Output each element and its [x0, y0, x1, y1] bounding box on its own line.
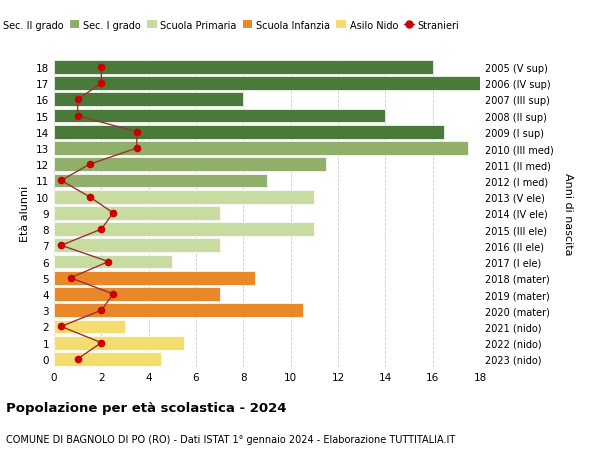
Bar	[54, 126, 445, 140]
Bar	[54, 304, 302, 318]
Y-axis label: Età alunni: Età alunni	[20, 185, 31, 241]
Bar	[54, 142, 468, 156]
Bar	[54, 93, 244, 107]
Bar	[54, 190, 314, 204]
Bar	[54, 61, 433, 75]
Bar	[54, 320, 125, 334]
Bar	[54, 109, 385, 123]
Text: Popolazione per età scolastica - 2024: Popolazione per età scolastica - 2024	[6, 402, 287, 414]
Text: COMUNE DI BAGNOLO DI PO (RO) - Dati ISTAT 1° gennaio 2024 - Elaborazione TUTTITA: COMUNE DI BAGNOLO DI PO (RO) - Dati ISTA…	[6, 434, 455, 444]
Bar	[54, 158, 326, 172]
Y-axis label: Anni di nascita: Anni di nascita	[563, 172, 573, 255]
Bar	[54, 223, 314, 236]
Bar	[54, 239, 220, 253]
Bar	[54, 77, 492, 91]
Bar	[54, 336, 184, 350]
Bar	[54, 174, 267, 188]
Bar	[54, 255, 172, 269]
Bar	[54, 207, 220, 220]
Bar	[54, 271, 255, 285]
Bar	[54, 287, 220, 301]
Legend: Sec. II grado, Sec. I grado, Scuola Primaria, Scuola Infanzia, Asilo Nido, Stran: Sec. II grado, Sec. I grado, Scuola Prim…	[0, 17, 463, 34]
Bar	[54, 352, 161, 366]
